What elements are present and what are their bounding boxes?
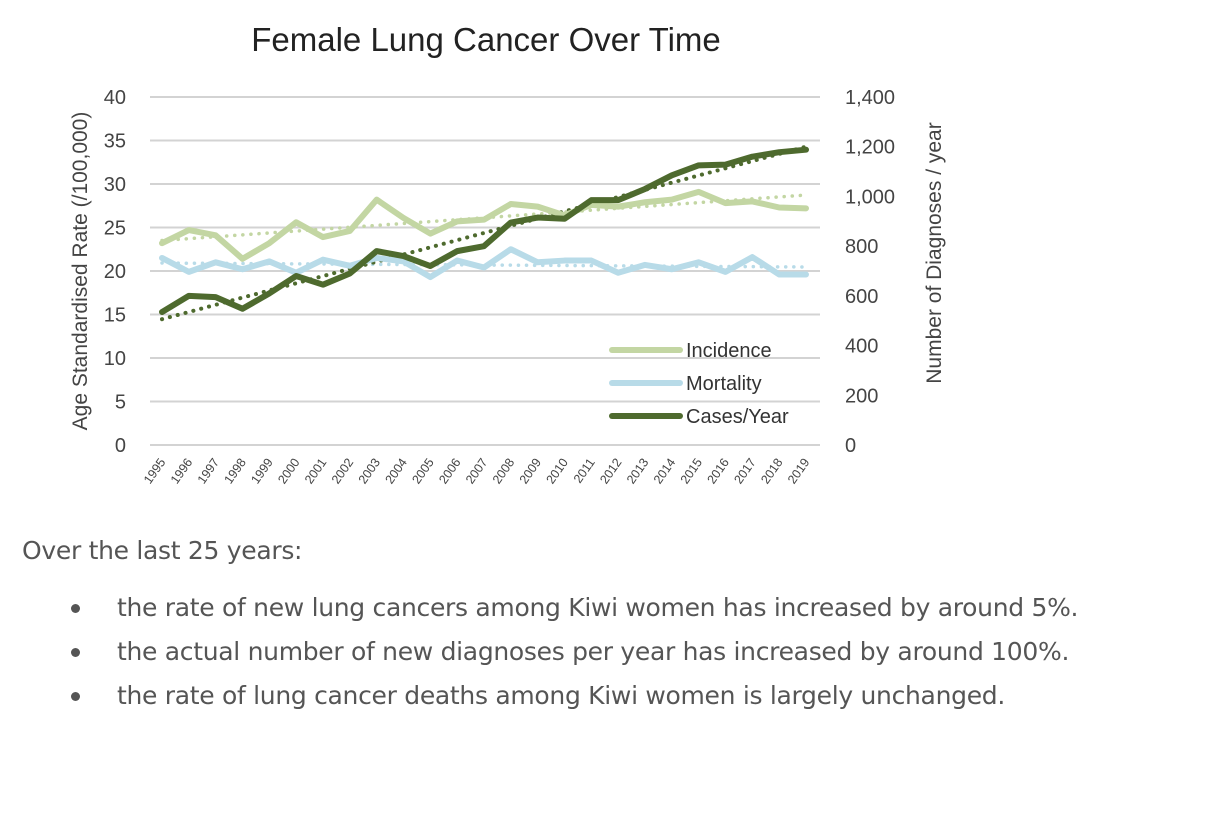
- right-tick-label: 200: [845, 385, 878, 407]
- gridlines: [150, 96, 820, 446]
- x-tick-label: 2017: [731, 456, 758, 487]
- x-tick-label: 1996: [168, 456, 195, 487]
- x-tick-label: 2012: [597, 456, 624, 487]
- summary-bullet-text: the actual number of new diagnoses per y…: [117, 637, 1070, 666]
- chart-title: Female Lung Cancer Over Time: [251, 21, 721, 58]
- right-axis-ticks: 0 200 400 600 800 1,000 1,200 1,400: [845, 87, 895, 457]
- x-tick-label: 2002: [329, 456, 356, 487]
- bullet-icon: [71, 692, 80, 701]
- right-tick-label: 1,000: [845, 186, 895, 208]
- bullet-icon: [71, 604, 80, 613]
- left-tick-label: 40: [104, 87, 126, 109]
- right-tick-label: 0: [845, 435, 856, 457]
- left-tick-label: 5: [115, 392, 126, 414]
- summary-bullet: the rate of new lung cancers among Kiwi …: [71, 587, 1212, 629]
- x-tick-label: 2000: [275, 456, 302, 487]
- x-tick-label: 2009: [517, 456, 544, 487]
- left-axis-ticks: 0 5 10 15 20 25 30 35 40: [104, 87, 126, 457]
- legend-label: Incidence: [686, 340, 772, 362]
- summary-intro: Over the last 25 years:: [22, 536, 303, 565]
- x-axis-ticks: 1995 1996 1997 1998 1999 2000 2001 2002 2003 2004…: [141, 456, 812, 487]
- x-tick-label: 2006: [436, 456, 463, 487]
- x-tick-label: 1999: [248, 456, 275, 487]
- x-tick-label: 2019: [785, 456, 812, 487]
- right-tick-label: 600: [845, 286, 878, 308]
- x-tick-label: 2004: [383, 456, 410, 487]
- x-tick-label: 2016: [705, 456, 732, 487]
- x-tick-label: 2001: [302, 456, 329, 487]
- x-tick-label: 2007: [463, 456, 490, 487]
- left-tick-label: 10: [104, 348, 126, 370]
- right-tick-label: 800: [845, 236, 878, 258]
- series-lines: [159, 146, 809, 316]
- x-tick-label: 2015: [678, 456, 705, 487]
- x-tick-label: 2014: [651, 456, 678, 487]
- legend: Incidence Mortality Cases/Year: [609, 340, 789, 428]
- left-tick-label: 0: [115, 435, 126, 457]
- chart: Female Lung Cancer Over Time 0 5 10 15 20 25 3…: [69, 21, 946, 487]
- x-tick-label: 2013: [624, 456, 651, 487]
- x-tick-label: 2005: [409, 456, 436, 487]
- summary-bullet: the actual number of new diagnoses per y…: [71, 631, 1212, 673]
- summary-bullet: the rate of lung cancer deaths among Kiw…: [71, 675, 1212, 717]
- summary-bullet-text: the rate of new lung cancers among Kiwi …: [117, 593, 1079, 622]
- left-tick-label: 30: [104, 174, 126, 196]
- trendline-cases-year: [160, 144, 808, 322]
- right-tick-label: 1,400: [845, 87, 895, 109]
- x-tick-label: 2008: [490, 456, 517, 487]
- right-axis-label: Number of Diagnoses / year: [923, 122, 946, 383]
- right-tick-label: 400: [845, 336, 878, 358]
- x-tick-label: 2003: [356, 456, 383, 487]
- x-tick-label: 2018: [758, 456, 785, 487]
- left-tick-label: 35: [104, 131, 126, 153]
- summary-bullet-text: the rate of lung cancer deaths among Kiw…: [117, 681, 1005, 710]
- left-axis-label: Age Standardised Rate (/100,000): [69, 112, 92, 431]
- x-tick-label: 2010: [544, 456, 571, 487]
- legend-label: Mortality: [686, 373, 762, 395]
- legend-label: Cases/Year: [686, 406, 789, 428]
- left-tick-label: 20: [104, 261, 126, 283]
- trendlines: [160, 144, 808, 322]
- x-tick-label: 2011: [571, 456, 598, 486]
- left-tick-label: 25: [104, 218, 126, 240]
- summary-section: Over the last 25 years: the rate of new …: [22, 536, 1212, 719]
- summary-list: the rate of new lung cancers among Kiwi …: [22, 587, 1212, 717]
- series-line-mortality: [159, 246, 809, 281]
- bullet-icon: [71, 648, 80, 657]
- right-tick-label: 1,200: [845, 137, 895, 159]
- x-tick-label: 1995: [141, 456, 168, 487]
- left-tick-label: 15: [104, 305, 126, 327]
- x-tick-label: 1998: [222, 456, 249, 487]
- x-tick-label: 1997: [195, 456, 222, 487]
